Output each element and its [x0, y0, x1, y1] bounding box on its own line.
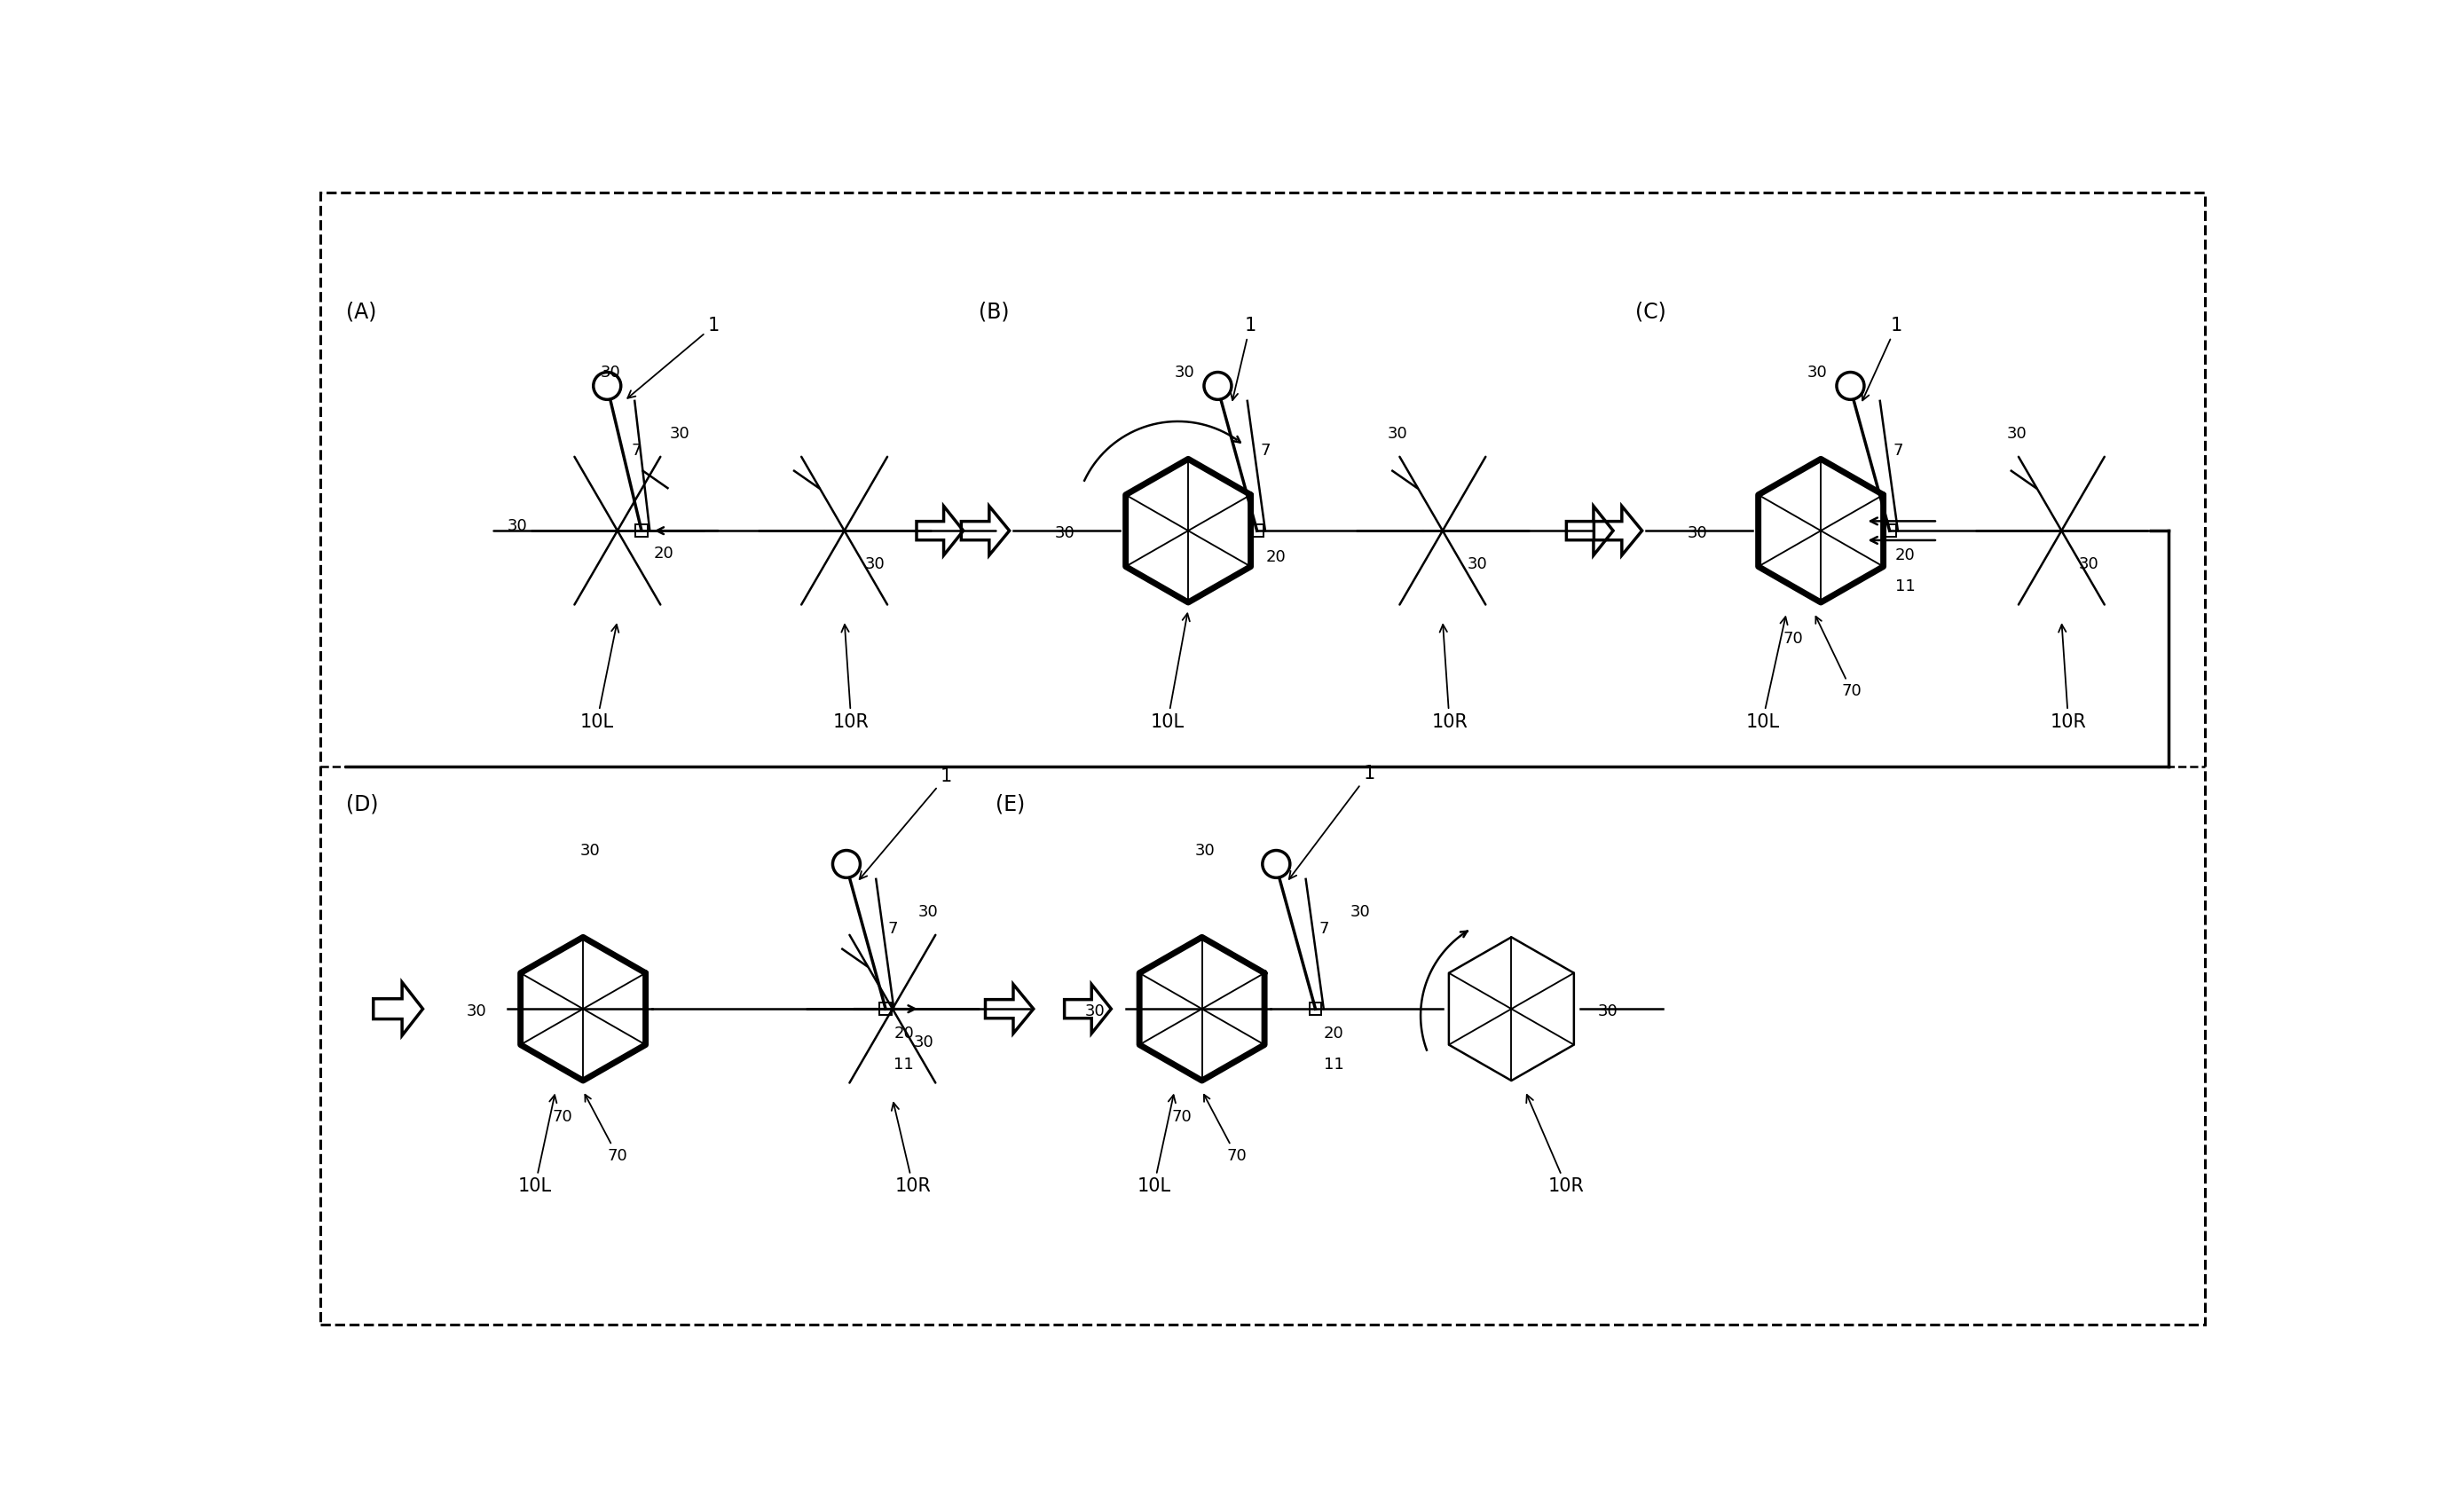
Text: 20: 20 — [653, 545, 673, 562]
Text: 30: 30 — [466, 1003, 485, 1020]
Text: 70: 70 — [1170, 1108, 1193, 1125]
Text: 70: 70 — [1816, 616, 1863, 700]
Text: 30: 30 — [1688, 526, 1708, 541]
Text: 10R: 10R — [1432, 625, 1469, 731]
Text: 20: 20 — [1323, 1026, 1343, 1041]
Text: 1: 1 — [1230, 317, 1257, 400]
Text: (A): (A) — [345, 302, 377, 323]
Text: 30: 30 — [1597, 1003, 1619, 1020]
Text: 30: 30 — [1084, 1003, 1106, 1020]
Text: 1: 1 — [1863, 317, 1902, 401]
Text: 30: 30 — [914, 1033, 934, 1050]
Text: 30: 30 — [579, 843, 601, 859]
Bar — [1252, 524, 1264, 536]
Text: 30: 30 — [670, 427, 690, 442]
Text: 7: 7 — [887, 921, 897, 937]
Text: 10R: 10R — [1525, 1095, 1584, 1196]
Text: 30: 30 — [508, 518, 527, 535]
Text: 1: 1 — [628, 317, 719, 398]
Text: (C): (C) — [1636, 302, 1666, 323]
Text: 7: 7 — [1892, 443, 1905, 460]
Text: 11: 11 — [1895, 578, 1915, 595]
Text: 30: 30 — [919, 904, 939, 921]
Text: 20: 20 — [1266, 550, 1286, 565]
Text: 7: 7 — [631, 443, 641, 460]
Text: 30: 30 — [1466, 556, 1488, 572]
Bar — [880, 1003, 892, 1015]
Bar — [1882, 524, 1895, 536]
Text: 30: 30 — [1387, 427, 1407, 442]
Text: (E): (E) — [995, 793, 1025, 814]
Text: 30: 30 — [1195, 843, 1215, 859]
Text: 1: 1 — [1289, 765, 1375, 879]
Text: 70: 70 — [584, 1095, 628, 1164]
Text: 10L: 10L — [1151, 613, 1190, 731]
Bar — [1308, 1003, 1321, 1015]
Text: 10L: 10L — [1136, 1095, 1175, 1196]
Text: 10R: 10R — [892, 1102, 931, 1196]
Text: 10L: 10L — [579, 625, 618, 731]
Text: 10L: 10L — [1745, 617, 1786, 731]
Text: (B): (B) — [978, 302, 1010, 323]
Text: 11: 11 — [1323, 1056, 1343, 1072]
Text: (D): (D) — [345, 793, 377, 814]
Text: 30: 30 — [1350, 904, 1370, 921]
Text: 70: 70 — [552, 1108, 572, 1125]
Text: 30: 30 — [601, 365, 621, 380]
Text: 30: 30 — [1175, 365, 1195, 380]
Text: 10R: 10R — [2050, 625, 2087, 731]
Text: 7: 7 — [1262, 443, 1271, 460]
Bar — [636, 524, 648, 536]
Text: 20: 20 — [1895, 547, 1915, 563]
Text: 10R: 10R — [833, 625, 870, 731]
Text: 10L: 10L — [517, 1095, 557, 1196]
Text: 70: 70 — [1784, 631, 1804, 647]
Text: 30: 30 — [1055, 526, 1074, 541]
Text: 7: 7 — [1318, 921, 1328, 937]
Text: 30: 30 — [2080, 556, 2099, 572]
Text: 30: 30 — [2006, 427, 2028, 442]
Text: 70: 70 — [1205, 1095, 1247, 1164]
Text: 30: 30 — [865, 556, 885, 572]
Text: 30: 30 — [1806, 365, 1828, 380]
Text: 1: 1 — [860, 768, 951, 879]
Text: 20: 20 — [894, 1026, 914, 1041]
Text: 11: 11 — [894, 1056, 914, 1072]
